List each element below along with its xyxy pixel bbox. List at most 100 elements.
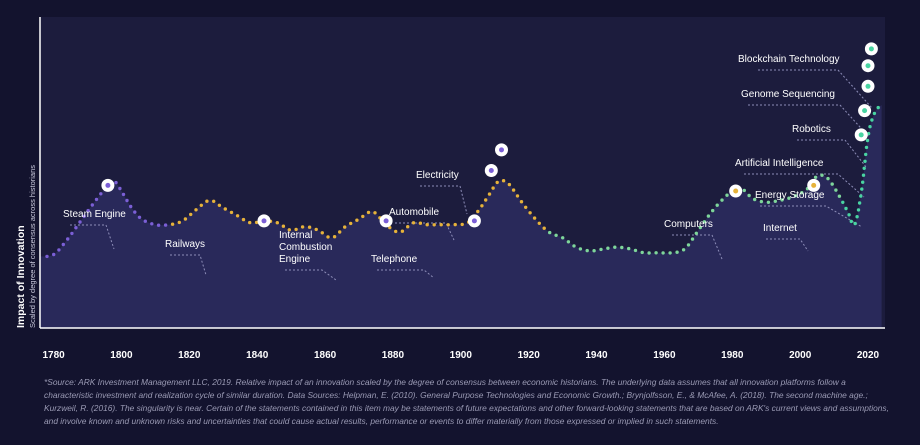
annotation-label: Telephone [371,254,418,265]
x-tick-label: 1920 [518,350,541,361]
curve-dot-54 [343,225,347,229]
curve-dot-7 [78,220,82,224]
x-tick-label: 1820 [178,350,201,361]
curve-dot-121 [720,198,724,202]
leader-line [285,269,337,281]
curve-dot-87 [524,205,528,209]
curve-dot-69 [432,223,436,227]
curve-dot-148 [855,215,859,219]
curve-dot-95 [566,240,571,244]
curve-dot-88 [528,211,532,215]
curve-dot-4 [66,237,70,241]
y-axis-title: Impact of Innovation Scaled by degree of… [15,165,37,328]
leader-line [766,238,809,252]
curve-dot-49 [314,227,318,232]
leader-line [672,234,723,260]
curve-dot-103 [620,245,624,250]
leader-line [797,139,867,168]
curve-dot-11 [94,197,99,202]
curve-dot-156 [863,159,867,163]
curve-dot-86 [519,200,524,204]
curve-dot-40 [254,220,259,225]
curve-dot-142 [837,194,842,198]
curve-dot-98 [585,248,589,253]
curve-dot-97 [578,247,583,251]
x-tick-label: 1980 [721,350,744,361]
curve-dot-92 [548,230,552,235]
curve-dot-120 [715,203,719,207]
curve-dot-59 [373,211,377,215]
curve-dot-33 [212,199,216,203]
x-tick-label: 2020 [857,350,880,361]
curve-dot-10 [90,203,95,207]
curve-dot-37 [235,214,240,218]
curve-dot-160 [866,131,871,136]
annotation-label: Electricity [416,170,459,181]
curve-dot-18 [125,198,129,203]
curve-dot-159 [865,138,870,143]
curve-dot-127 [753,197,757,202]
innovation-marker-center [105,182,111,188]
curve-dot-45 [287,228,291,232]
innovation-marker-center [865,63,871,69]
annotation-label: Automobile [389,207,439,218]
curve-dot-141 [834,188,838,192]
innovation-marker-center [811,182,817,188]
innovation-marker-center [383,218,389,224]
curve-dot-145 [847,213,851,217]
curve-dot-39 [248,220,252,225]
curve-dot-93 [554,233,558,237]
curve-dot-15 [114,180,118,185]
x-tick-label: 2000 [789,350,812,361]
innovation-marker-center [499,147,504,153]
leader-line [170,254,207,276]
curve-dot-34 [217,203,222,207]
y-axis-sublabel: Scaled by degree of consensus across his… [28,165,37,328]
x-axis-ticks: 1780 1800 1820 1840 1860 1880 1900 1920 1940 1960… [42,350,879,361]
curve-dot-51 [326,235,330,239]
curve-dot-64 [400,229,405,233]
annotation-label: Artificial Intelligence [735,158,824,169]
curve-dot-108 [654,251,658,255]
curve-dot-139 [826,176,830,181]
curve-dot-116 [698,225,702,230]
curve-dot-70 [439,223,443,227]
annotation-label: Internal [279,230,312,241]
curve-dot-35 [223,207,227,211]
leader-line [748,104,870,138]
curve-dot-100 [599,247,603,252]
curve-dot-140 [830,182,834,186]
curve-dot-58 [366,210,371,215]
annotation-label: Railways [165,239,205,250]
curve-dot-101 [606,246,610,250]
curve-dot-26 [170,222,175,226]
curve-dot-157 [864,152,868,157]
curve-dot-52 [332,235,337,239]
curve-dot-106 [640,250,644,255]
curve-dot-109 [661,251,665,255]
curve-dot-89 [532,216,537,220]
annotation-label: Internet [763,223,797,234]
curve-dot-32 [205,199,209,203]
curve-dot-102 [613,245,617,249]
curve-dot-72 [453,222,457,227]
curve-dot-105 [633,248,638,253]
curve-dot-20 [133,210,137,214]
curve-dot-82 [501,179,506,183]
curve-dot-27 [177,220,181,225]
curve-dot-144 [844,206,848,211]
curve-dot-5 [70,231,74,236]
leader-line [744,173,865,198]
curve-dot-67 [418,221,423,225]
curve-dot-153 [861,180,865,184]
curve-dot-149 [856,208,861,212]
innovation-marker-center [858,132,864,138]
innovation-marker-center [471,218,477,224]
curve-dot-24 [156,223,161,227]
curve-dot-2 [57,248,61,252]
curve-dot-128 [759,199,764,204]
curve-dot-137 [813,175,818,179]
annotation-label: Blockchain Technology [738,54,840,65]
curve-dot-158 [864,145,869,150]
curve-dot-1 [52,252,56,257]
